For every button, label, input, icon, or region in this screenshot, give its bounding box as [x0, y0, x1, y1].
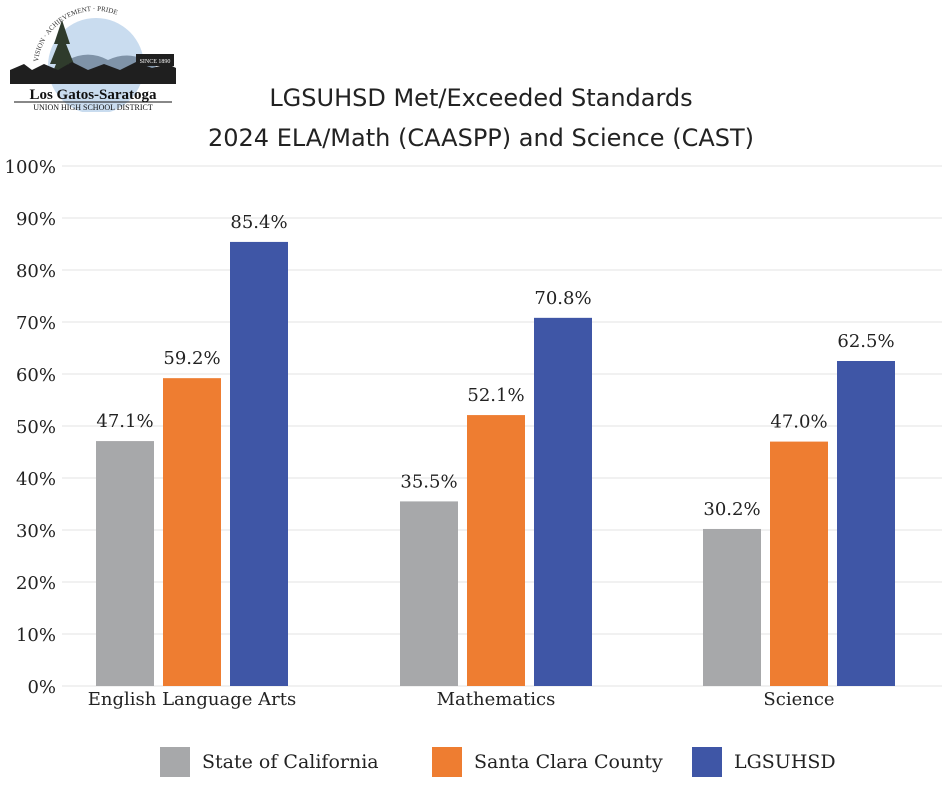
y-tick-label: 100%: [5, 157, 56, 178]
data-label: 47.1%: [96, 411, 153, 432]
y-tick-label: 20%: [16, 573, 56, 594]
y-tick-label: 50%: [16, 417, 56, 438]
district-logo: SINCE 1890 VISION · ACHIEVEMENT · PRIDE …: [10, 5, 176, 112]
x-category-label: Science: [763, 689, 834, 710]
bar-state: [703, 528, 761, 686]
bar-state: [400, 501, 458, 686]
chart-subtitle: 2024 ELA/Math (CAASPP) and Science (CAST…: [208, 124, 754, 152]
legend-item: State of California: [160, 744, 379, 780]
logo-subtitle: UNION HIGH SCHOOL DISTRICT: [33, 103, 153, 112]
legend-item: Santa Clara County: [432, 744, 663, 780]
data-label: 30.2%: [703, 499, 760, 520]
legend-swatch: [432, 747, 462, 777]
y-tick-label: 70%: [16, 313, 56, 334]
y-tick-label: 30%: [16, 521, 56, 542]
y-tick-label: 90%: [16, 209, 56, 230]
y-tick-label: 10%: [16, 625, 56, 646]
data-label: 62.5%: [837, 331, 894, 352]
legend-swatch: [692, 747, 722, 777]
bar-county: [467, 415, 525, 686]
logo-since-text: SINCE 1890: [140, 59, 171, 65]
data-label: 47.0%: [770, 412, 827, 433]
legend-item: LGSUHSD: [692, 744, 836, 780]
y-tick-label: 60%: [16, 365, 56, 386]
legend-label: LGSUHSD: [734, 751, 836, 773]
x-category-label: Mathematics: [437, 689, 556, 710]
logo-skyline: [10, 62, 176, 84]
legend-swatch: [160, 747, 190, 777]
bar-county: [163, 378, 221, 686]
logo-name: Los Gatos-Saratoga: [29, 87, 157, 103]
y-tick-label: 0%: [27, 677, 56, 698]
data-label: 35.5%: [400, 471, 457, 492]
bar-county: [770, 441, 828, 686]
data-label: 70.8%: [534, 288, 591, 309]
data-label: 59.2%: [163, 348, 220, 369]
data-label: 52.1%: [467, 385, 524, 406]
data-label: 85.4%: [230, 212, 287, 233]
legend-label: Santa Clara County: [474, 751, 663, 773]
y-tick-label: 80%: [16, 261, 56, 282]
bar-district: [230, 241, 288, 687]
legend-label: State of California: [202, 751, 379, 773]
bar-district: [534, 317, 592, 686]
chart-title: LGSUHSD Met/Exceeded Standards: [269, 84, 693, 112]
bar-state: [96, 441, 154, 686]
logo-since-badge: [136, 54, 174, 66]
x-category-label: English Language Arts: [88, 689, 296, 710]
bar-district: [837, 361, 895, 686]
y-tick-label: 40%: [16, 469, 56, 490]
